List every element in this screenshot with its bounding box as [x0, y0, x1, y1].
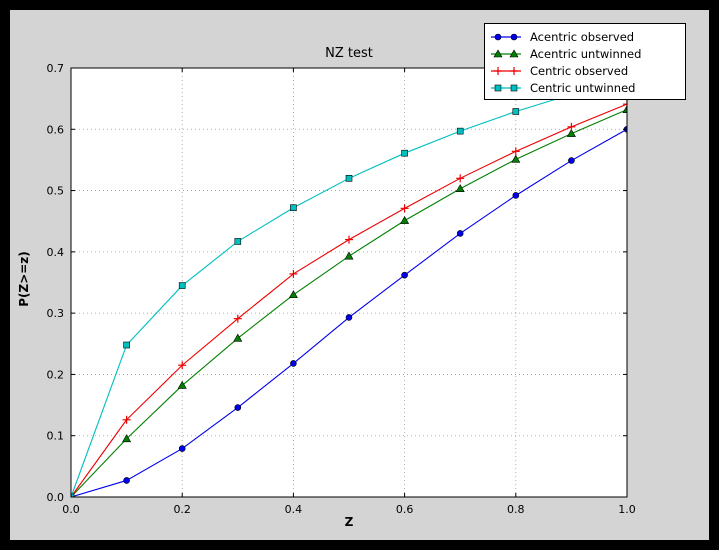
- legend-label: Acentric untwinned: [530, 46, 642, 61]
- y-tick-label: 0.3: [47, 307, 65, 320]
- y-tick-label: 0.5: [47, 185, 65, 198]
- y-tick-label: 0.4: [47, 246, 65, 259]
- legend-label: Acentric observed: [530, 29, 635, 44]
- triangle-marker: [344, 251, 354, 260]
- chart-title: NZ test: [325, 46, 373, 61]
- legend-item: Acentric observed: [489, 28, 679, 45]
- x-tick-label: 0.8: [507, 503, 525, 516]
- triangle-marker: [566, 128, 576, 137]
- y-tick-label: 0.6: [47, 123, 65, 136]
- triangle-marker: [493, 48, 503, 57]
- legend-swatch: [491, 66, 521, 75]
- legend-label: Centric observed: [530, 63, 629, 78]
- legend-swatch: [491, 48, 521, 57]
- square-marker: [456, 127, 464, 135]
- circle-marker: [456, 230, 464, 237]
- triangle-marker: [509, 48, 519, 57]
- legend-swatch: [491, 84, 521, 91]
- y-tick-label: 0.1: [47, 430, 65, 443]
- triangle-marker: [288, 290, 298, 299]
- legend-item: Acentric untwinned: [489, 45, 679, 62]
- x-axis-label: Z: [344, 515, 354, 529]
- legend: Acentric observed Acentric untwinned Centr…: [484, 23, 686, 100]
- circle-marker: [568, 157, 575, 164]
- triangle-marker: [400, 215, 410, 224]
- y-tick-label: 0.7: [47, 62, 65, 75]
- x-tick-label: 0.4: [285, 503, 303, 516]
- figure-canvas: 0.0 0.2 0.4 0.6 0.8 1.0 0.0 0.1 0.2 0.3 0.4 0.5 0.6 0…: [10, 10, 709, 540]
- square-marker: [401, 149, 408, 157]
- circle-marker: [510, 33, 518, 40]
- x-tick-label: 0.6: [396, 503, 414, 516]
- square-marker: [512, 108, 520, 115]
- y-tick-label: 0.0: [47, 491, 65, 504]
- circle-marker: [494, 33, 502, 40]
- square-marker: [178, 282, 186, 289]
- triangle-marker: [177, 380, 187, 389]
- circle-marker: [123, 477, 130, 484]
- square-marker: [234, 238, 242, 245]
- chart-canvas: 0.0 0.2 0.4 0.6 0.8 1.0 0.0 0.1 0.2 0.3 0.4 0.5 0.6 0…: [47, 62, 636, 516]
- square-marker: [510, 84, 518, 91]
- x-tick-label: 1.0: [618, 503, 636, 516]
- plot-area: [71, 68, 627, 497]
- triangle-marker: [511, 154, 521, 163]
- triangle-marker: [233, 333, 243, 342]
- legend-label: Centric untwinned: [530, 80, 636, 95]
- circle-marker: [401, 271, 408, 279]
- triangle-marker: [122, 434, 132, 443]
- square-marker: [290, 204, 297, 212]
- series-centric-observed: [70, 100, 628, 498]
- triangle-marker: [455, 184, 465, 193]
- axes-frame: [70, 67, 628, 498]
- circle-marker: [345, 314, 353, 321]
- circle-marker: [178, 445, 186, 452]
- circle-marker: [234, 404, 242, 411]
- square-marker: [345, 175, 353, 182]
- legend-item: Centric observed: [489, 62, 679, 79]
- x-tick-label: 0.2: [173, 503, 191, 516]
- legend-item: Centric untwinned: [489, 79, 679, 96]
- y-tick-label: 0.2: [47, 368, 65, 381]
- circle-marker: [290, 360, 297, 367]
- square-marker: [123, 341, 130, 349]
- x-tick-label: 0.0: [62, 503, 80, 516]
- y-axis-label: P(Z>=z): [17, 251, 31, 307]
- square-marker: [494, 84, 502, 91]
- legend-swatch: [491, 33, 521, 40]
- circle-marker: [512, 192, 520, 199]
